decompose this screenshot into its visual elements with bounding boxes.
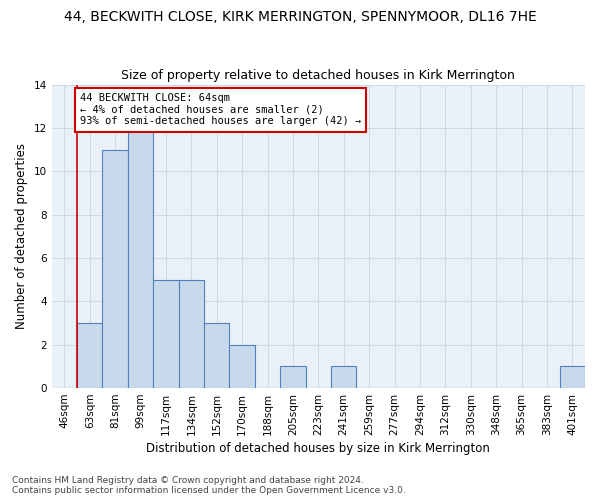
Bar (229, 344, 255, 388)
Bar (331, 366, 356, 388)
Text: 44, BECKWITH CLOSE, KIRK MERRINGTON, SPENNYMOOR, DL16 7HE: 44, BECKWITH CLOSE, KIRK MERRINGTON, SPE… (64, 10, 536, 24)
Bar (128, 128, 153, 388)
Bar (77, 323, 103, 388)
Bar (103, 150, 128, 388)
X-axis label: Distribution of detached houses by size in Kirk Merrington: Distribution of detached houses by size … (146, 442, 490, 455)
Y-axis label: Number of detached properties: Number of detached properties (15, 144, 28, 330)
Text: 44 BECKWITH CLOSE: 64sqm
← 4% of detached houses are smaller (2)
93% of semi-det: 44 BECKWITH CLOSE: 64sqm ← 4% of detache… (80, 93, 361, 126)
Title: Size of property relative to detached houses in Kirk Merrington: Size of property relative to detached ho… (121, 69, 515, 82)
Bar (179, 280, 204, 388)
Bar (280, 366, 305, 388)
Bar (204, 323, 229, 388)
Bar (153, 280, 179, 388)
Bar (560, 366, 585, 388)
Text: Contains HM Land Registry data © Crown copyright and database right 2024.
Contai: Contains HM Land Registry data © Crown c… (12, 476, 406, 495)
